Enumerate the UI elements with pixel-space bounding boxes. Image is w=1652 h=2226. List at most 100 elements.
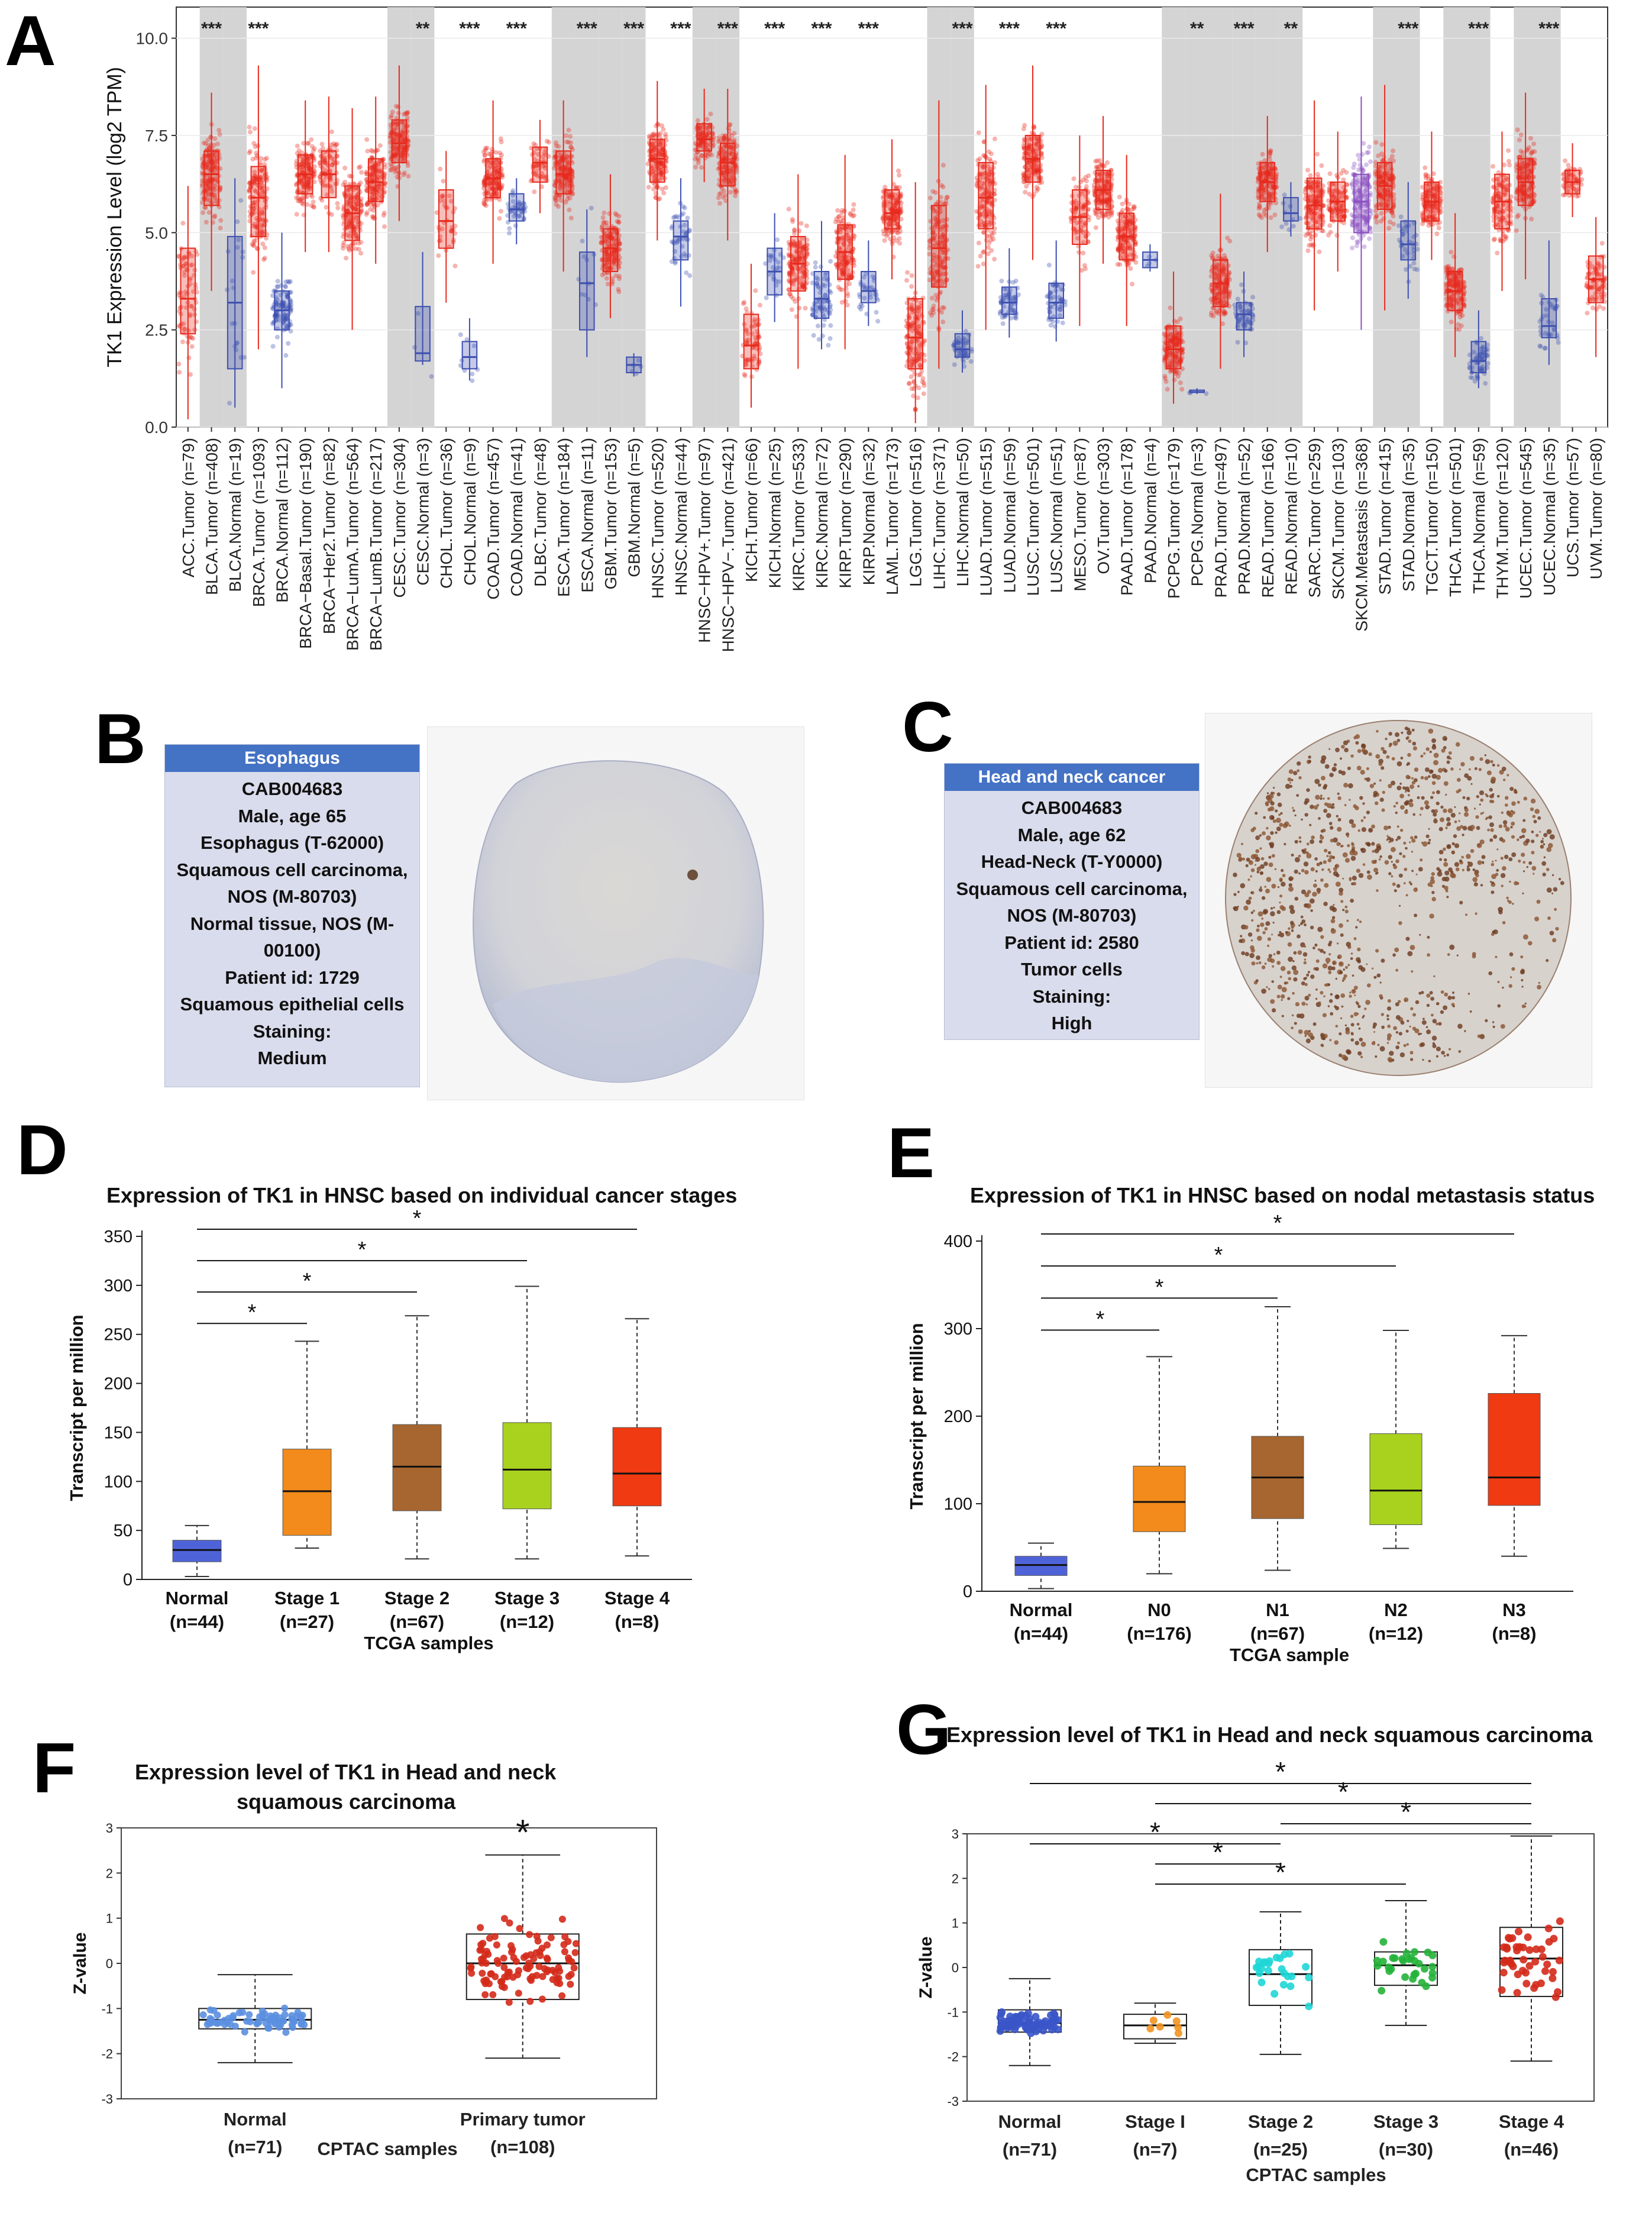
data-point [203,183,209,188]
data-point [214,160,219,165]
data-point [1046,263,1052,268]
data-point [1162,374,1168,379]
data-point [845,290,850,296]
data-point [251,180,257,185]
x-tick-label: LUSC.Normal (n=51) [1048,438,1066,593]
data-point [329,189,335,194]
data-point [364,177,369,182]
box [884,189,900,230]
data-point [399,138,404,144]
data-point [909,273,914,278]
data-point [189,344,195,349]
data-point [296,198,300,203]
data-point [764,295,769,301]
data-point [324,205,329,210]
significance-label: *** [459,19,480,38]
data-point [851,207,856,212]
x-tick-label: COAD.Tumor (n=457) [484,438,503,600]
data-point [399,151,405,156]
data-point [833,219,838,225]
data-point [375,173,380,178]
x-tick-label: COAD.Normal (n=41) [507,438,526,596]
data-point [306,179,311,185]
data-point [554,140,558,146]
data-point [282,321,287,327]
data-point [377,167,382,172]
data-point [1214,310,1219,315]
data-point [261,257,266,262]
box [602,228,619,273]
data-point [322,155,327,160]
box [978,161,994,230]
data-point [259,188,264,193]
significance-label: *** [1046,19,1066,38]
data-point [402,135,407,141]
data-point [391,144,396,149]
data-point [406,173,411,179]
data-point [439,226,445,231]
data-point [352,195,357,200]
data-point [359,209,364,214]
data-point [261,206,266,212]
x-tick-label: LGG.Tumor (n=516) [907,438,925,587]
x-tick-label: CHOL.Normal (n=9) [461,438,479,586]
data-point [319,198,325,203]
y-tick-label: 5.0 [145,224,168,242]
data-point [358,180,363,185]
data-point [1093,159,1098,164]
data-point [458,332,463,337]
data-point [252,188,257,193]
panel-letter-d: D [17,1110,68,1190]
data-point [258,180,263,185]
data-point [388,167,393,173]
data-point [258,222,264,228]
data-point [1210,250,1215,256]
data-point [329,129,334,134]
data-point [205,183,211,188]
x-tick-label: GBM.Tumor (n=153) [602,438,620,589]
data-point [262,256,267,261]
y-tick-label: 10.0 [136,30,169,48]
data-point [377,158,383,163]
data-point [264,156,269,161]
data-point [393,147,398,153]
x-tick-label: LIHC.Normal (n=50) [953,438,972,586]
data-point [732,131,737,136]
data-point [202,205,208,210]
significance-label: *** [623,19,644,38]
data-point [940,305,945,310]
box [719,143,736,187]
data-point [182,273,187,278]
data-point [274,302,280,307]
x-tick-label: ACC.Tumor (n=79) [179,438,198,577]
y-axis-label: TK1 Expression Level (log2 TPM) [104,67,126,367]
data-point [312,172,317,177]
data-point [377,169,382,174]
data-point [207,145,212,150]
data-point [838,219,843,224]
data-point [371,186,377,192]
data-point [382,211,387,215]
data-point [311,148,316,153]
data-point [371,186,376,191]
data-point [1093,225,1098,230]
data-point [274,314,280,319]
data-point [203,141,209,146]
data-point [274,334,280,340]
data-point [347,213,353,218]
data-point [309,144,315,149]
box [696,123,712,152]
data-point [797,305,802,311]
data-point [296,195,301,200]
data-point [978,253,983,259]
data-point [896,168,901,173]
data-point [400,146,406,150]
data-point [190,336,196,341]
data-point [205,189,210,194]
data-point [189,253,195,259]
data-point [279,283,284,288]
data-point [912,371,917,376]
data-point [247,150,252,156]
data-point [299,196,304,202]
data-point [305,156,310,161]
